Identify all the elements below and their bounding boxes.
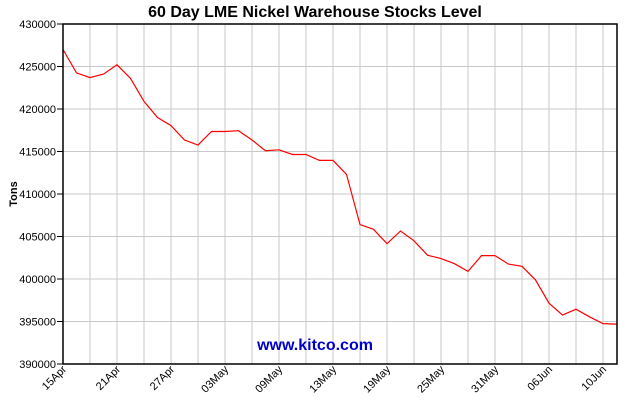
y-axis: 390000 395000 400000 405000 410000 415000 4200… bbox=[19, 19, 63, 371]
x-tick-label: 03May bbox=[199, 363, 231, 395]
x-tick-label: 10Jun bbox=[579, 364, 609, 394]
watermark-annotation: www.kitco.com bbox=[256, 337, 373, 354]
y-tick-label: 420000 bbox=[19, 104, 56, 116]
y-tick-label: 400000 bbox=[19, 274, 56, 286]
y-tick-label: 405000 bbox=[19, 232, 56, 244]
y-tick-label: 430000 bbox=[19, 19, 56, 31]
x-tick-label: 21Apr bbox=[94, 363, 123, 392]
y-tick-label: 415000 bbox=[19, 147, 56, 159]
y-axis-label: Tons bbox=[8, 181, 20, 206]
y-tick-label: 395000 bbox=[19, 317, 56, 329]
x-tick-label: 19May bbox=[361, 363, 393, 395]
x-axis: 15Apr 21Apr 27Apr 03May 09May 13May 19May 25May… bbox=[40, 363, 609, 395]
y-tick-label: 425000 bbox=[19, 62, 56, 74]
y-tick-label: 410000 bbox=[19, 189, 56, 201]
x-tick-label: 13May bbox=[307, 363, 339, 395]
plot-area-frame bbox=[62, 23, 618, 365]
x-tick-label: 31May bbox=[469, 363, 501, 395]
x-tick-label: 25May bbox=[415, 363, 447, 395]
data-series-line bbox=[62, 49, 617, 325]
y-tick-label: 390000 bbox=[19, 359, 56, 371]
gridlines bbox=[63, 24, 617, 364]
x-tick-label: 27Apr bbox=[148, 363, 177, 392]
chart-title: 60 Day LME Nickel Warehouse Stocks Level bbox=[148, 4, 482, 21]
x-tick-label: 09May bbox=[253, 363, 285, 395]
x-tick-label: 06Jun bbox=[525, 364, 555, 394]
